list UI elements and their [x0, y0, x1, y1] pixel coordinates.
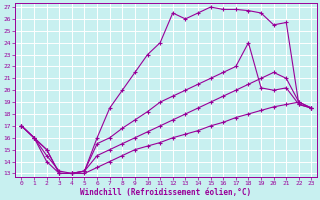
X-axis label: Windchill (Refroidissement éolien,°C): Windchill (Refroidissement éolien,°C)	[80, 188, 252, 197]
